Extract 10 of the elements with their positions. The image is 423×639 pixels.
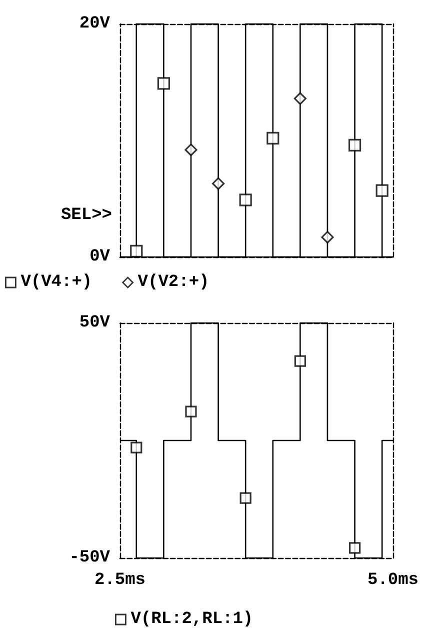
legend-label: V(V4:+) [20, 273, 92, 292]
y-tick-label: -50V [69, 548, 111, 568]
y-tick-label: 20V [79, 14, 111, 34]
x-tick-label: 2.5ms [94, 571, 146, 590]
y-tick-label: 0V [90, 248, 111, 266]
text: SEL>> [60, 206, 112, 225]
legend-label: V(RL:2,RL:1) [130, 610, 254, 629]
x-tick-label: 5.0ms [367, 571, 419, 590]
legend-label: V(V2:+) [138, 273, 210, 292]
y-tick-label: 50V [79, 314, 111, 332]
